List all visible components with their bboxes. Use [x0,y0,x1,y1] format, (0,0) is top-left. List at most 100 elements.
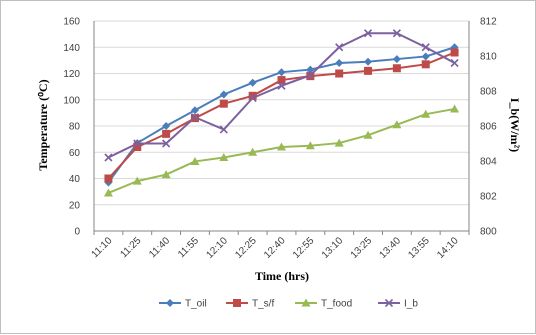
data-point [190,156,200,165]
y2-tick-label: 812 [480,17,497,28]
data-point [364,57,373,66]
data-point [301,298,311,307]
legend-item: T_oil [159,299,207,310]
x-tick-label: 13:55 [406,235,432,261]
data-point [306,65,315,74]
y2-tick-label: 802 [480,192,497,203]
data-point [248,93,257,103]
data-point [166,299,174,307]
y2-tick-label: 806 [480,122,497,133]
data-point [450,104,460,113]
data-point [421,52,430,61]
y-axis-title: Temperature (⁰C) [36,79,50,170]
data-point [162,129,171,138]
data-point [219,90,228,99]
x-tick-label: 12:10 [204,235,230,261]
legend-label: T_s/f [252,299,274,310]
legend: T_oil T_s/f T_food I_b [159,298,418,310]
data-point [104,153,113,162]
data-point [162,122,171,130]
data-point [305,141,315,150]
data-point [334,138,344,147]
data-point [335,69,344,78]
y-tick-label: 0 [74,227,80,238]
data-point [103,188,113,197]
data-point [248,78,257,87]
data-point [364,66,373,75]
x-tick-label: 11:55 [176,235,201,260]
legend-label: T_food [321,299,352,310]
data-point [133,143,142,151]
y-tick-label: 80 [69,122,81,133]
data-point [190,106,199,115]
data-point [277,68,286,77]
legend-item: T_s/f [226,299,274,310]
y-tick-label: 20 [69,200,81,211]
data-point [104,174,113,183]
data-point [306,71,315,80]
data-point [219,99,228,108]
axes [93,21,470,235]
y-tick-label: 140 [63,43,80,54]
x-tick-label: 14:10 [435,235,461,261]
legend-item: T_food [295,298,352,310]
y-tick-label: 100 [63,95,80,106]
y2-tick-label: 804 [480,157,497,168]
data-point [219,153,229,161]
data-point [335,43,344,52]
x-tick-label: 12:55 [291,235,317,261]
data-point [219,125,228,134]
y2-tick-labels: 800 802 804 806 808 810 812 [480,17,497,238]
data-point [392,55,401,64]
x-tick-label: 13:25 [349,235,375,261]
data-point [392,29,401,38]
x-tick-label: 13:10 [320,235,346,261]
legend-item: I_b [378,299,418,310]
x-tick-label: 11:25 [118,235,143,260]
x-tick-labels: 11:10 11:25 11:40 11:55 12:10 12:25 12:40 12:55… [90,235,461,261]
legend-label: T_oil [185,299,207,310]
x-tick-label: 11:40 [147,235,172,260]
data-point [162,139,171,148]
data-point [450,48,459,57]
y-tick-label: 120 [63,69,80,80]
y2-tick-label: 810 [480,52,497,63]
x-tick-label: 12:25 [233,235,259,261]
series-line [108,107,455,194]
data-point [450,58,459,68]
y-tick-label: 40 [69,174,81,185]
legend-label: I_b [404,299,418,310]
data-point [161,170,171,179]
y2-axis-title: I_b(W/m²) [508,98,522,152]
data-point [384,298,394,308]
data-point [335,59,344,67]
data-point [363,29,373,38]
data-point [248,91,257,100]
y-tick-label: 160 [63,17,80,28]
series-markers [103,29,460,197]
data-point [421,43,430,52]
data-point [421,60,430,69]
data-point [132,176,142,185]
data-point [248,147,258,156]
data-point [363,130,373,139]
data-point [277,76,286,85]
y-tick-label: 60 [69,148,81,159]
data-point [421,109,431,118]
series-lines [107,32,456,194]
data-point [392,64,401,73]
x-axis-title: Time (hrs) [255,269,309,283]
y2-tick-label: 808 [480,87,497,98]
data-point [277,142,286,151]
data-point [392,120,402,129]
data-point [190,113,200,122]
x-tick-label: 13:40 [378,235,404,261]
data-point [133,139,142,148]
x-tick-label: 11:10 [90,235,115,260]
y-tick-labels: 0 20 40 60 80 100 120 140 160 [63,17,80,238]
data-point [277,81,286,90]
data-point [233,299,241,307]
x-tick-label: 12:40 [262,235,288,261]
y2-tick-label: 800 [480,227,497,238]
